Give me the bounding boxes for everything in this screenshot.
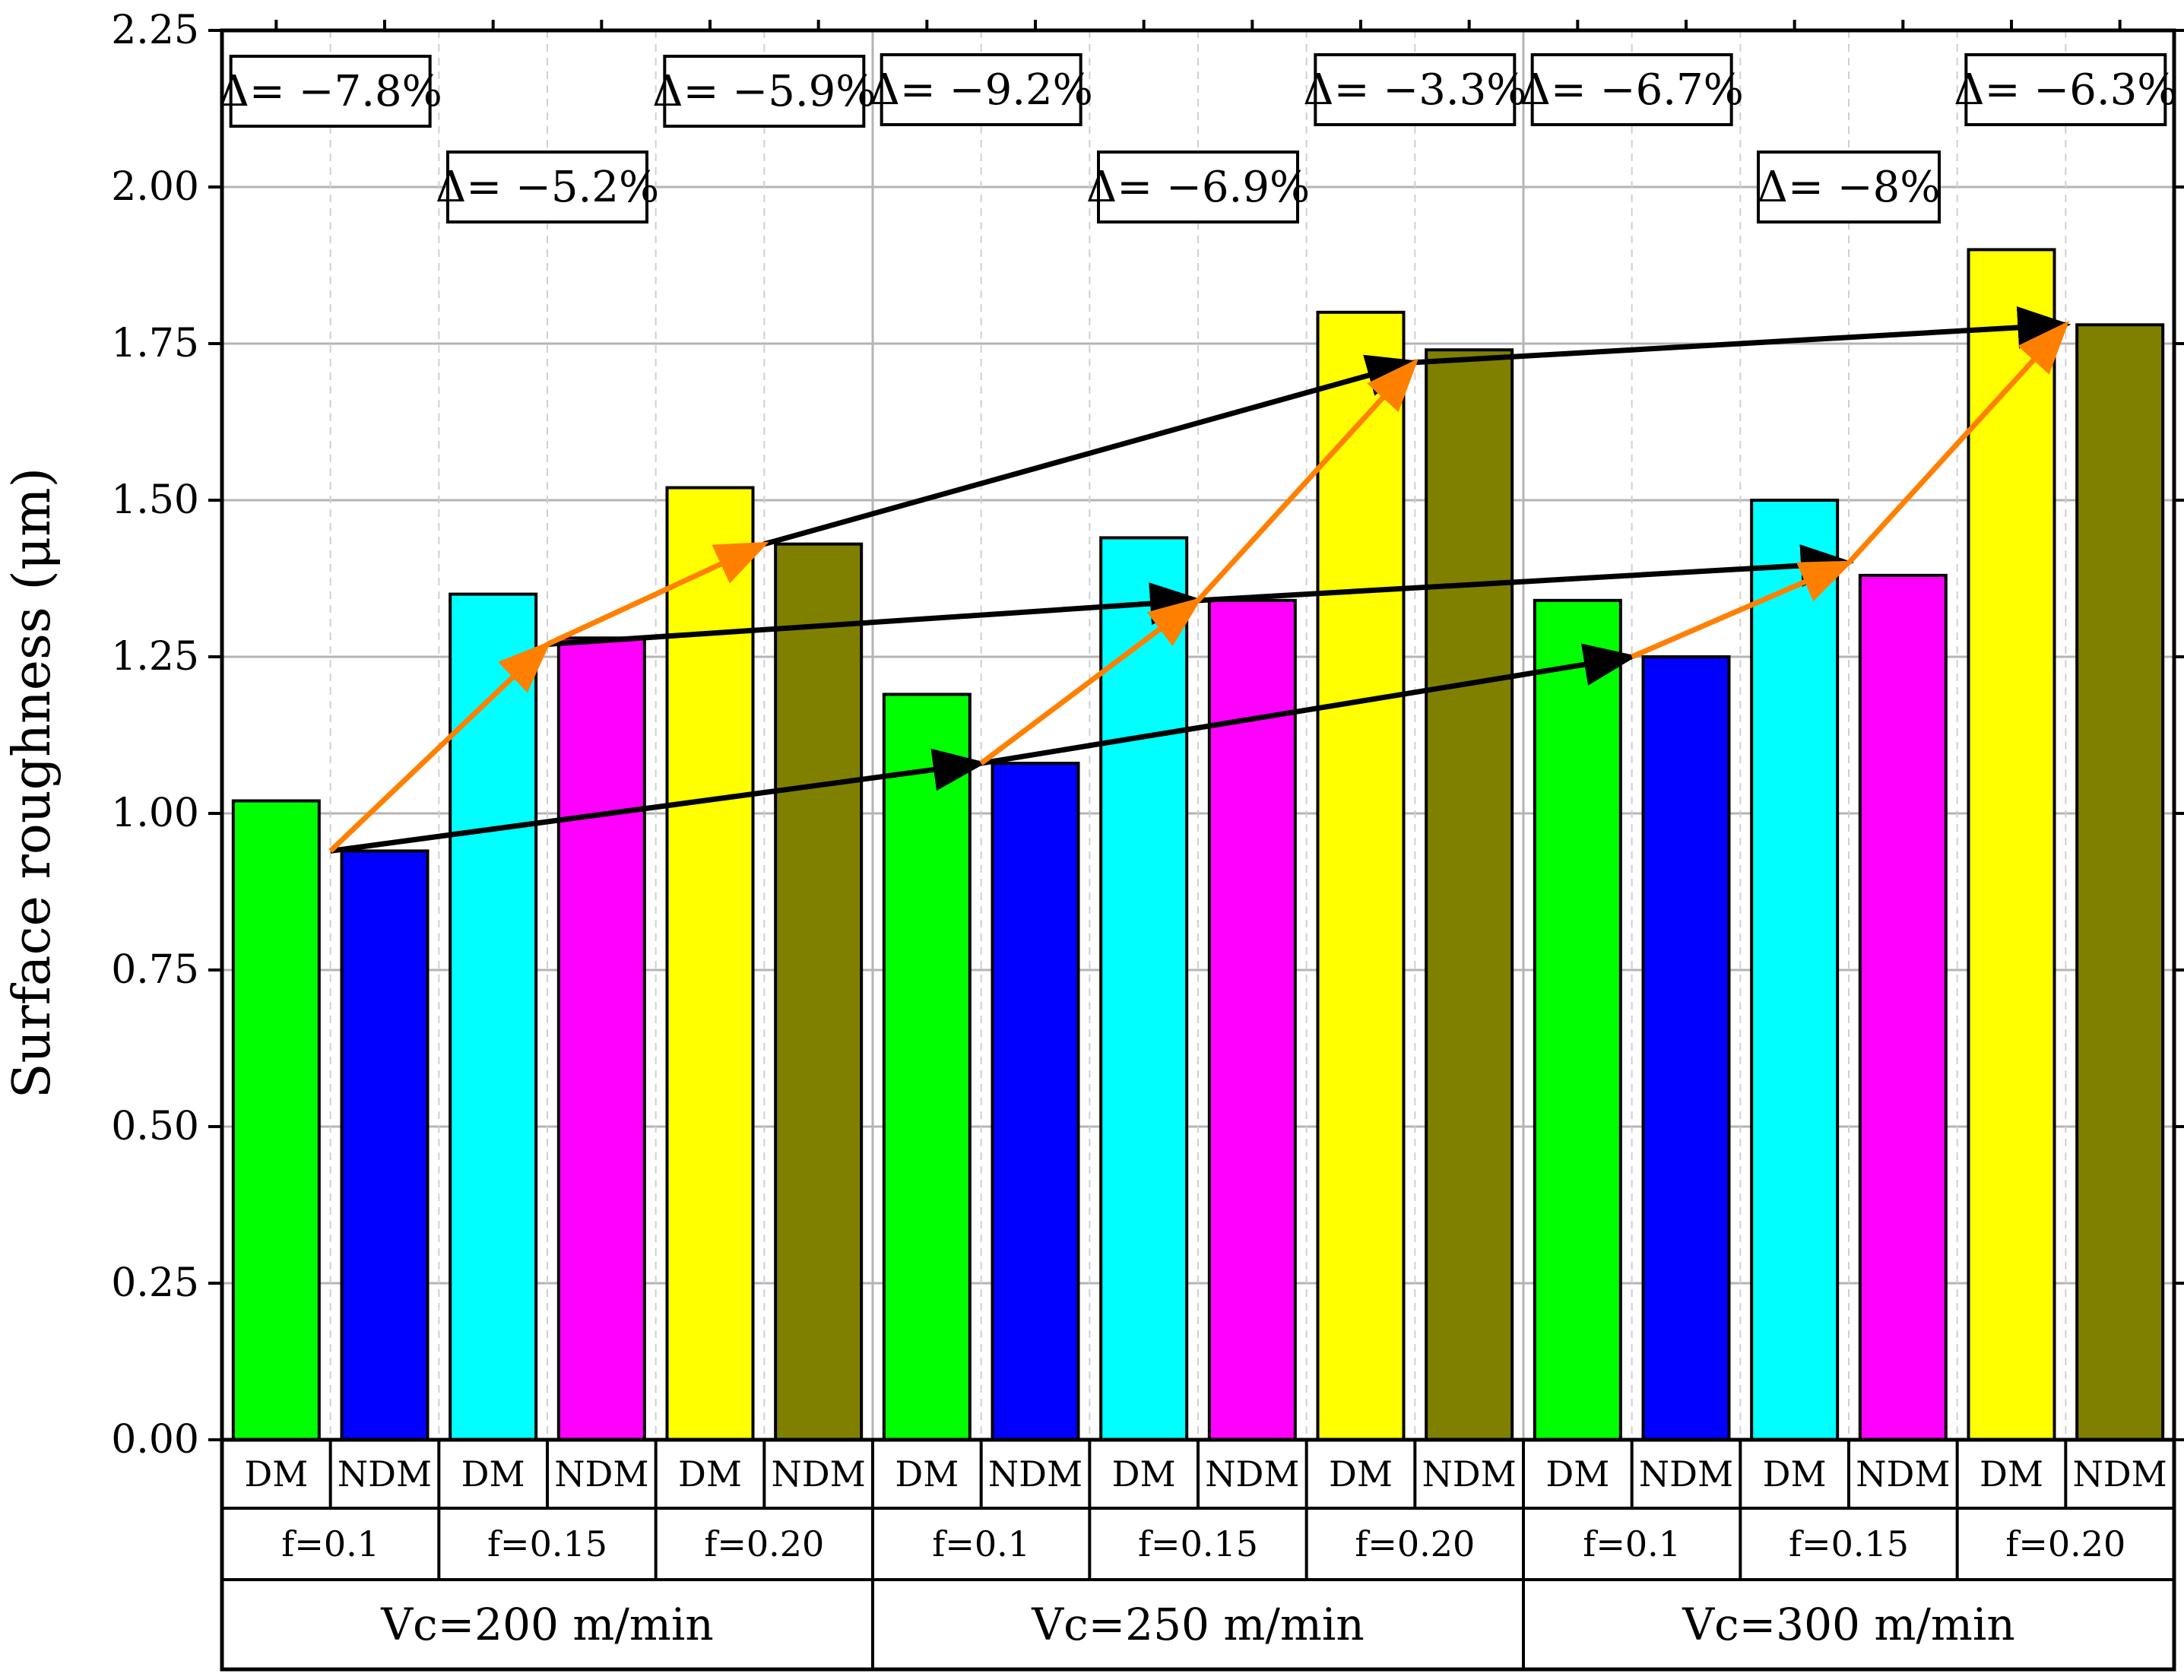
delta-annotation-box — [446, 151, 648, 223]
trend-arrows — [328, 306, 2071, 854]
bar-ndm — [774, 542, 864, 1441]
bar-ndm — [1425, 348, 1514, 1441]
bar-ndm — [1858, 573, 1948, 1441]
bar-ndm — [556, 636, 646, 1441]
delta-annotation-box — [1964, 53, 2167, 126]
category-label: NDM — [1639, 1453, 1733, 1495]
bar-dm — [1750, 499, 1840, 1441]
bar-dm — [882, 693, 972, 1441]
bar-ndm — [991, 762, 1080, 1441]
delta-annotation-text: Δ= −8% — [1758, 163, 1941, 212]
category-label: DM — [1763, 1453, 1827, 1495]
bars — [231, 248, 2165, 1442]
black-trend-arrow — [981, 643, 1637, 766]
speed-group-label: Vc=250 m/min — [1031, 1599, 1365, 1650]
y-tick-label: 2.25 — [111, 8, 199, 53]
orange-trend-arrow — [546, 541, 769, 647]
black-trend-arrow — [1415, 306, 2071, 366]
category-label: NDM — [2073, 1453, 2167, 1495]
feed-group-label: f=0.15 — [487, 1523, 607, 1564]
category-label: NDM — [772, 1453, 866, 1495]
bar-dm — [1967, 248, 2056, 1441]
delta-annotation-text: Δ= −5.9% — [652, 67, 876, 116]
bar-dm — [1316, 310, 1406, 1441]
feed-group-label: f=0.1 — [281, 1523, 379, 1564]
orange-trend-arrow — [1846, 321, 2070, 565]
delta-annotation-text: Δ= −9.2% — [869, 65, 1092, 115]
category-label: DM — [244, 1453, 308, 1495]
y-tick-label: 1.25 — [111, 634, 199, 680]
speed-group-label: Vc=300 m/min — [1682, 1599, 2015, 1650]
delta-annotation-text: Δ= −3.3% — [1303, 65, 1526, 115]
category-label: NDM — [1422, 1453, 1517, 1495]
feed-group-label: f=0.20 — [2005, 1523, 2125, 1564]
delta-annotation-text: Δ= −6.3% — [1954, 65, 2177, 115]
speed-group-label: Vc=200 m/min — [380, 1599, 714, 1650]
gridlines — [222, 30, 2174, 1440]
category-label: DM — [678, 1453, 742, 1495]
black-trend-arrow — [1197, 544, 1854, 604]
category-table: DM NDM DM NDM DM NDM DM NDM DM NDM DM NDM DM NDM DM NDM… — [220, 1438, 2176, 1672]
orange-trend-arrow — [979, 597, 1203, 766]
delta-annotation-box — [229, 55, 432, 128]
bar-dm — [665, 486, 755, 1441]
bar-ndm — [2075, 323, 2165, 1441]
y-tick-label: 1.50 — [111, 477, 199, 523]
black-trend-arrow — [547, 582, 1203, 648]
category-label: DM — [461, 1453, 525, 1495]
delta-annotation-box — [880, 53, 1082, 126]
delta-annotation-box — [1530, 53, 1733, 126]
black-trend-arrow — [330, 748, 987, 854]
axes: 0.00 0.25 0.50 0.75 1.00 1.25 1.50 1.75 2.00 2.25 — [111, 8, 2184, 1463]
bar-dm — [1533, 598, 1622, 1442]
delta-annotation-box — [1097, 151, 1299, 223]
bar-dm — [231, 799, 321, 1441]
category-label: DM — [1545, 1453, 1609, 1495]
delta-annotations: Δ= −7.8% Δ= −5.2% Δ= −5.9%Δ= −9.2% Δ= −6.9%… — [218, 53, 2178, 223]
feed-group-label: f=0.20 — [1355, 1523, 1475, 1564]
feed-group-label: f=0.15 — [1789, 1523, 1909, 1564]
delta-annotation-box — [1757, 151, 1941, 223]
y-tick-label: 0.25 — [111, 1260, 199, 1306]
feed-group-label: f=0.15 — [1138, 1523, 1258, 1564]
delta-annotation-box — [663, 55, 866, 128]
orange-trend-arrow — [1196, 358, 1419, 603]
category-label: NDM — [338, 1453, 432, 1495]
y-tick-label: 2.00 — [111, 164, 199, 210]
delta-annotation-text: Δ= −6.7% — [1520, 65, 1743, 115]
black-trend-arrow — [763, 354, 1421, 547]
category-label: DM — [1329, 1453, 1393, 1495]
y-tick-label: 0.50 — [111, 1104, 199, 1149]
bar-ndm — [1207, 598, 1297, 1442]
category-label: DM — [1112, 1453, 1176, 1495]
delta-annotation-text: Δ= −6.9% — [1086, 163, 1310, 212]
category-label: DM — [895, 1453, 959, 1495]
y-tick-label: 0.00 — [111, 1417, 199, 1463]
bar-ndm — [1641, 655, 1731, 1441]
delta-annotation-text: Δ= −5.2% — [436, 163, 659, 212]
bar-dm — [1099, 536, 1189, 1442]
delta-annotation-box — [1314, 53, 1517, 126]
y-tick-label: 1.75 — [111, 321, 199, 366]
category-label: NDM — [1856, 1453, 1950, 1495]
bar-dm — [449, 592, 538, 1441]
bar-ndm — [340, 849, 430, 1441]
category-label: NDM — [988, 1453, 1082, 1495]
category-label: DM — [1980, 1453, 2043, 1495]
y-axis-title: Surface roughness (μm) — [2, 468, 62, 1098]
category-label: NDM — [1205, 1453, 1299, 1495]
feed-group-label: f=0.1 — [1583, 1523, 1681, 1564]
orange-trend-arrow — [1631, 560, 1854, 660]
feed-group-label: f=0.1 — [932, 1523, 1030, 1564]
category-label: NDM — [554, 1453, 648, 1495]
delta-annotation-text: Δ= −7.8% — [218, 67, 442, 116]
feed-group-label: f=0.20 — [704, 1523, 824, 1564]
y-tick-label: 1.00 — [111, 791, 199, 836]
orange-trend-arrow — [328, 640, 552, 853]
y-tick-label: 0.75 — [111, 947, 199, 993]
